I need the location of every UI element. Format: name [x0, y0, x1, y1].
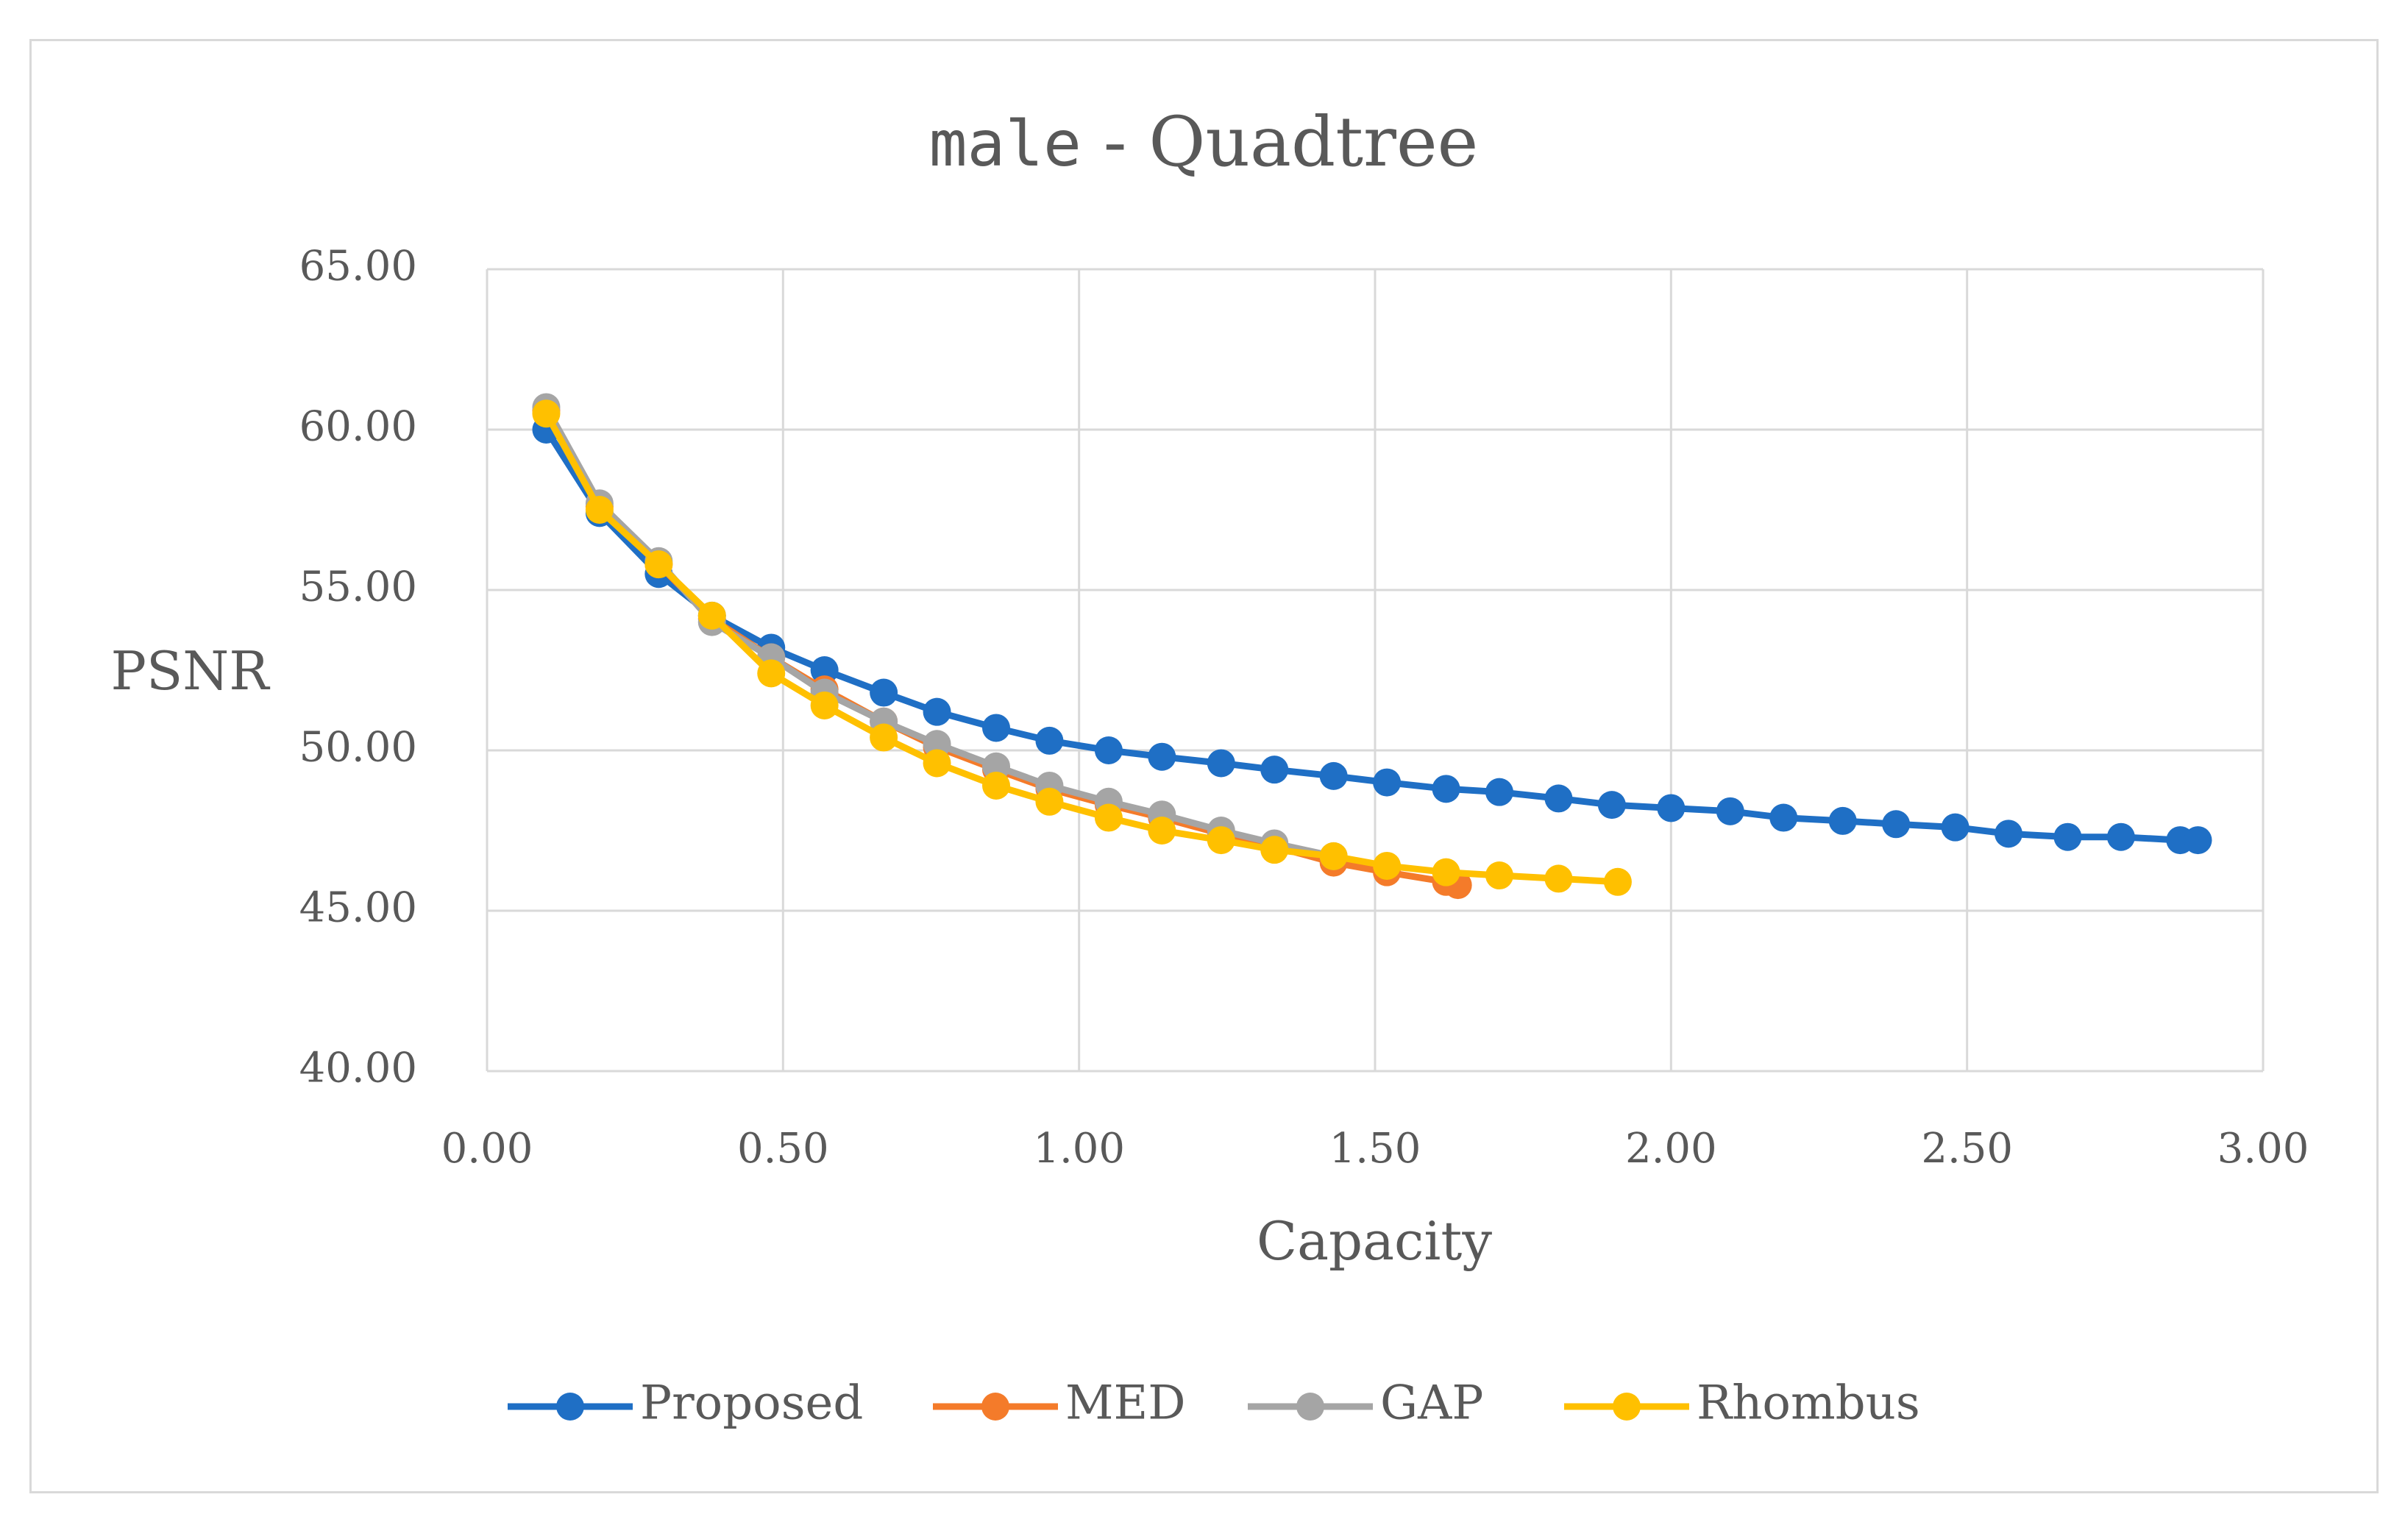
legend: Proposed MED GAP Rhombus [508, 1376, 1920, 1431]
x-tick-label: 3.00 [2217, 1125, 2309, 1173]
data-point [1941, 813, 1970, 842]
x-tick-label: 0.50 [737, 1125, 829, 1173]
legend-item-gap: GAP [1248, 1376, 1483, 1431]
chart-title-rest: - Quadtree [1082, 102, 1478, 182]
x-tick-labels: 0.00 0.50 1.00 1.50 2.00 2.50 3.00 [441, 1125, 2309, 1173]
data-point [1260, 756, 1289, 784]
y-tick-label: 65.00 [299, 243, 417, 291]
legend-item-rhombus: Rhombus [1564, 1376, 1920, 1431]
data-point [982, 752, 1011, 781]
x-tick-label: 2.50 [1921, 1125, 2013, 1173]
data-point [1319, 761, 1348, 790]
chart-title-mono: male [929, 107, 1082, 181]
series-line [543, 412, 1619, 886]
data-point [1432, 858, 1460, 886]
data-point [532, 399, 561, 428]
legend-item-proposed: Proposed [508, 1376, 863, 1431]
data-point [1207, 826, 1235, 855]
x-tick-label: 0.00 [441, 1125, 533, 1173]
y-tick-label: 60.00 [299, 403, 417, 451]
legend-marker [1296, 1393, 1324, 1421]
data-point [1319, 842, 1348, 870]
data-point [1035, 726, 1064, 755]
data-point [923, 749, 951, 778]
chart-title: male - Quadtree [929, 102, 1478, 182]
data-point [1994, 820, 2022, 848]
series-proposed [532, 416, 2212, 855]
data-point [982, 714, 1011, 742]
data-point [1148, 817, 1176, 845]
data-point [1544, 784, 1573, 813]
data-point [1432, 775, 1460, 803]
series-line [543, 427, 2198, 844]
chart-frame [29, 39, 2379, 1493]
data-point [1373, 768, 1402, 797]
series-layer [532, 393, 2212, 900]
legend-marker [981, 1393, 1009, 1421]
y-tick-labels: 40.00 45.00 50.00 55.00 60.00 65.00 [299, 243, 417, 1092]
legend-item-med: MED [933, 1376, 1186, 1431]
data-point [1148, 742, 1176, 771]
data-point [1657, 794, 1686, 822]
data-point [1716, 797, 1744, 825]
data-point [1485, 778, 1513, 806]
series-line [543, 405, 1335, 860]
data-point [2106, 822, 2135, 851]
data-point [1769, 803, 1798, 832]
x-tick-label: 2.00 [1625, 1125, 1717, 1173]
data-point [982, 771, 1011, 800]
data-point [2184, 826, 2212, 855]
y-tick-label: 40.00 [299, 1045, 417, 1092]
data-point [870, 723, 898, 752]
x-tick-label: 1.50 [1329, 1125, 1421, 1173]
legend-marker [1613, 1393, 1641, 1421]
data-point [1828, 806, 1857, 835]
series-rhombus [532, 399, 1632, 896]
series-med [532, 396, 1472, 900]
data-point [1603, 867, 1632, 896]
data-point [2053, 822, 2082, 851]
data-point [585, 496, 614, 524]
data-point [697, 601, 726, 630]
x-axis-title: Capacity [1257, 1210, 1492, 1272]
legend-label: MED [1065, 1376, 1186, 1431]
series-line [543, 408, 1459, 889]
data-point [1094, 803, 1123, 832]
legend-marker [556, 1393, 584, 1421]
data-point [1260, 836, 1289, 864]
data-point [1373, 851, 1402, 880]
legend-label: GAP [1380, 1376, 1483, 1431]
data-point [644, 550, 673, 579]
data-point [1882, 810, 1911, 839]
data-point [1207, 749, 1235, 778]
data-point [1094, 736, 1123, 764]
legend-label: Proposed [640, 1376, 863, 1431]
data-point [810, 691, 839, 719]
grid [486, 268, 2265, 1073]
data-point [870, 678, 898, 707]
data-point [923, 697, 951, 726]
data-point [923, 730, 951, 758]
data-point [757, 659, 786, 688]
data-point [1485, 861, 1513, 890]
y-tick-label: 45.00 [299, 884, 417, 932]
legend-label: Rhombus [1697, 1376, 1920, 1431]
y-axis-title: PSNR [111, 640, 271, 702]
data-point [1544, 864, 1573, 893]
series-gap [532, 393, 1348, 870]
data-point [810, 656, 839, 684]
y-tick-label: 55.00 [299, 564, 417, 611]
x-tick-label: 1.00 [1033, 1125, 1125, 1173]
data-point [1035, 787, 1064, 816]
data-point [1597, 791, 1626, 820]
y-tick-label: 50.00 [299, 724, 417, 772]
